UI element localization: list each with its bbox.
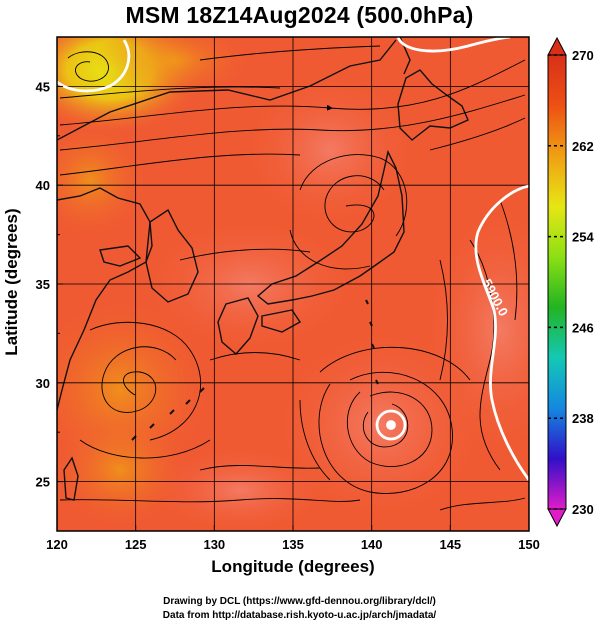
colorbar-tick-label: 238 bbox=[572, 411, 594, 426]
colorbar-tick-label: 270 bbox=[572, 48, 594, 63]
colorbar-scale bbox=[547, 54, 567, 510]
kyushu-coast bbox=[217, 297, 259, 355]
colorbar-tick-label: 246 bbox=[572, 320, 594, 335]
map-title: MSM 18Z14Aug2024 (500.0hPa) bbox=[125, 2, 474, 28]
streamlines bbox=[59, 45, 526, 511]
x-tick-label: 150 bbox=[518, 537, 540, 552]
korea-coast bbox=[145, 208, 199, 303]
colorbar-ticks: 230 238 246 254 262 270 bbox=[548, 48, 594, 517]
taiwan-coast bbox=[63, 456, 79, 501]
x-tick-label: 140 bbox=[361, 537, 383, 552]
y-tick-label: 35 bbox=[36, 277, 50, 292]
honshu-coast bbox=[256, 149, 405, 305]
x-axis-ticks: 120 125 130 135 140 145 150 bbox=[46, 525, 540, 552]
colorbar-tick-label: 262 bbox=[572, 139, 594, 154]
colorbar-min-arrow bbox=[547, 508, 567, 528]
credit-data: Data from http://database.rish.kyoto-u.a… bbox=[162, 610, 437, 621]
hokkaido-coast bbox=[397, 69, 469, 141]
y-tick-label: 45 bbox=[36, 79, 50, 94]
credit-drawing: Drawing by DCL (https://www.gfd-dennou.o… bbox=[163, 596, 436, 607]
x-tick-label: 130 bbox=[203, 537, 225, 552]
russia-coast bbox=[57, 39, 397, 141]
shikoku-coast bbox=[261, 309, 302, 333]
x-tick-label: 145 bbox=[439, 537, 461, 552]
china-coast bbox=[57, 187, 151, 411]
x-tick-label: 125 bbox=[125, 537, 147, 552]
y-axis-label: Latitude (degrees) bbox=[2, 208, 21, 356]
grid-lines bbox=[57, 37, 529, 531]
x-tick-label: 135 bbox=[282, 537, 304, 552]
contour-5900 bbox=[57, 37, 529, 481]
colorbar-max-arrow bbox=[547, 36, 567, 56]
colorbar: 230 238 246 254 262 270 bbox=[547, 36, 594, 528]
x-tick-label: 120 bbox=[46, 537, 68, 552]
y-tick-label: 30 bbox=[36, 376, 50, 391]
colorbar-tick-label: 230 bbox=[572, 502, 594, 517]
y-axis-ticks: 25 30 35 40 45 bbox=[36, 79, 63, 490]
y-tick-label: 40 bbox=[36, 178, 50, 193]
y-tick-label: 25 bbox=[36, 475, 50, 490]
colorbar-tick-label: 254 bbox=[572, 230, 594, 245]
x-axis-label: Longitude (degrees) bbox=[211, 557, 375, 576]
coastlines bbox=[57, 37, 469, 501]
